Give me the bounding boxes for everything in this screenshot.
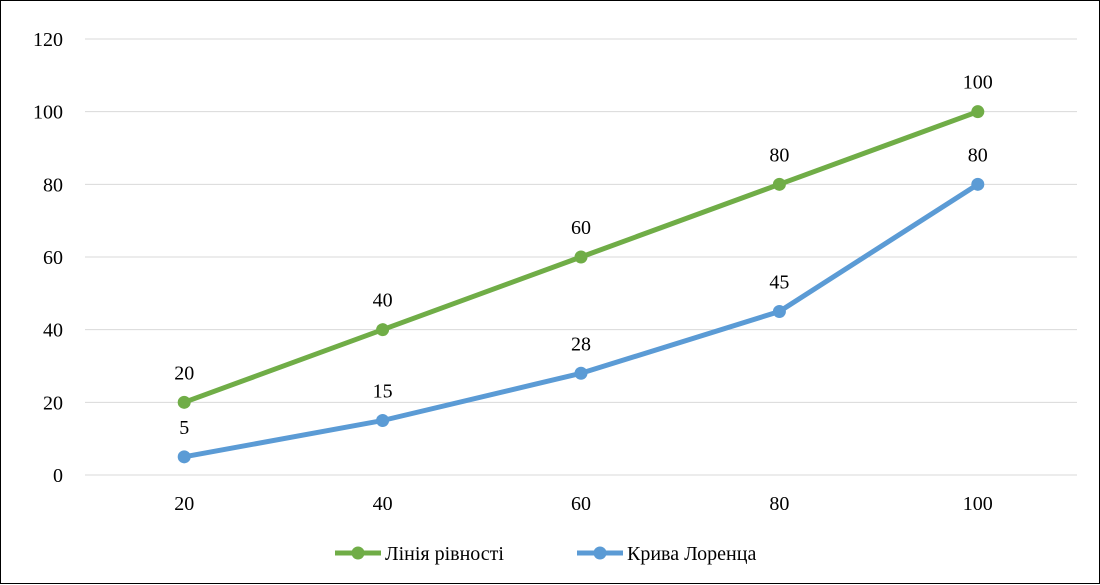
y-tick-label-0: 0 bbox=[53, 465, 63, 487]
x-tick-label-80: 80 bbox=[769, 493, 789, 515]
series-1-point-100 bbox=[971, 105, 985, 119]
x-tick-label-60: 60 bbox=[571, 493, 591, 515]
y-tick-label-60: 60 bbox=[43, 247, 63, 269]
y-tick-label-40: 40 bbox=[43, 320, 63, 342]
x-tick-label-20: 20 bbox=[174, 493, 194, 515]
series-2-data-label-40: 15 bbox=[373, 381, 393, 403]
legend: Лінія рівності Крива Лоренца bbox=[335, 543, 756, 565]
series-1-data-label-20: 20 bbox=[174, 362, 194, 384]
series-2-point-40 bbox=[376, 414, 390, 427]
series-2-data-label-60: 28 bbox=[571, 333, 591, 355]
series-1-data-label-40: 40 bbox=[373, 290, 393, 312]
y-tick-label-100: 100 bbox=[33, 102, 63, 124]
series-1-point-80 bbox=[772, 177, 786, 191]
gridlines bbox=[85, 38, 1077, 476]
series-lines bbox=[181, 109, 981, 460]
series-1-data-label-100: 100 bbox=[963, 72, 993, 94]
legend-marker-1 bbox=[351, 546, 365, 560]
series-1-point-40 bbox=[376, 323, 390, 337]
series-1-point-20 bbox=[177, 395, 191, 409]
series-2-data-label-20: 5 bbox=[179, 417, 189, 439]
y-tick-label-80: 80 bbox=[43, 174, 63, 196]
x-tick-label-40: 40 bbox=[373, 493, 393, 515]
legend-label-2: Крива Лоренца bbox=[627, 543, 756, 565]
series-1-point-60 bbox=[574, 250, 588, 264]
series-1-data-label-60: 60 bbox=[571, 217, 591, 239]
series-2-data-label-80: 45 bbox=[769, 272, 789, 294]
series-2-point-60 bbox=[574, 366, 588, 380]
x-axis-ticks: 20 40 60 80 100 bbox=[174, 493, 993, 515]
y-tick-label-120: 120 bbox=[33, 29, 63, 51]
legend-marker-2 bbox=[593, 546, 607, 560]
series-1-data-label-80: 80 bbox=[769, 144, 789, 166]
data-labels: 20 40 60 80 100 5 15 28 45 80 bbox=[174, 72, 993, 439]
series-2-point-100 bbox=[971, 177, 985, 191]
legend-label-1: Лінія рівності bbox=[385, 543, 504, 565]
series-2-point-20 bbox=[177, 450, 191, 464]
series-2-data-label-100: 80 bbox=[968, 144, 988, 166]
y-tick-label-20: 20 bbox=[43, 392, 63, 414]
y-axis-ticks: 0 20 40 60 80 100 120 bbox=[33, 29, 63, 487]
series-2-point-80 bbox=[772, 305, 786, 318]
series-points bbox=[177, 105, 985, 464]
x-tick-label-100: 100 bbox=[963, 493, 993, 515]
